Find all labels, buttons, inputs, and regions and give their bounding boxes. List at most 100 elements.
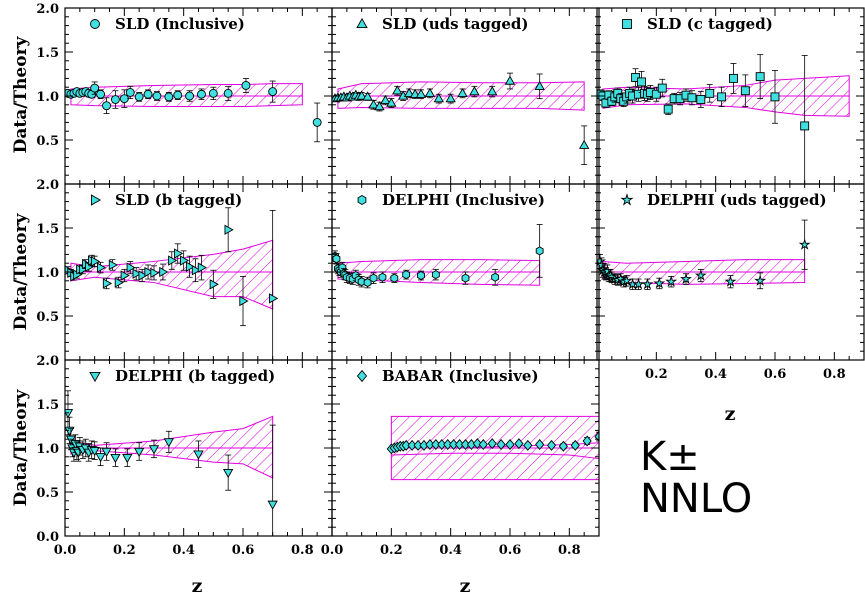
data-point xyxy=(401,439,411,451)
panel-title: SLD (Inclusive) xyxy=(115,15,245,33)
data-point xyxy=(110,95,120,104)
data-point xyxy=(185,261,196,272)
data-point xyxy=(449,438,459,450)
data-point xyxy=(457,87,468,98)
data-point xyxy=(191,265,202,276)
x-tick-label: 0.0 xyxy=(321,543,344,558)
data-point xyxy=(208,88,218,98)
legend-marker xyxy=(90,194,102,206)
data-point xyxy=(386,97,397,107)
data-point xyxy=(168,255,178,266)
x-tick-label: 0.8 xyxy=(823,367,846,382)
data-point xyxy=(144,266,154,278)
data-point xyxy=(558,440,568,452)
y-tick-label: 2.0 xyxy=(36,178,59,193)
panel-title: BABAR (Inclusive) xyxy=(382,367,539,385)
data-point xyxy=(403,87,415,98)
y-axis-label-row-2: Data/Theory xyxy=(11,212,31,330)
data-point xyxy=(433,93,444,103)
data-point xyxy=(368,99,379,109)
theory-band xyxy=(70,415,274,479)
data-point xyxy=(120,270,130,281)
y-axis-label-row-1: Data/Theory xyxy=(11,35,31,153)
data-point xyxy=(546,439,557,451)
data-point xyxy=(680,272,692,285)
data-point xyxy=(369,273,378,283)
data-point xyxy=(390,273,399,283)
legend-marker xyxy=(620,193,634,206)
data-point xyxy=(89,446,100,457)
y-tick-label: 1.5 xyxy=(36,398,59,413)
legend-marker xyxy=(90,19,100,29)
data-point xyxy=(197,262,207,273)
data-point xyxy=(514,438,524,450)
data-point xyxy=(535,246,544,256)
data-point xyxy=(269,293,279,304)
data-point xyxy=(535,438,545,450)
data-point xyxy=(657,83,667,93)
data-point xyxy=(159,266,169,278)
data-points xyxy=(386,431,599,455)
data-point xyxy=(164,92,174,102)
x-axis-label-col-3: z xyxy=(725,403,736,425)
data-point xyxy=(65,435,77,445)
data-point xyxy=(487,86,498,96)
data-points xyxy=(332,224,544,289)
x-tick-label: 0.4 xyxy=(172,543,195,558)
x-tick-label: 0.6 xyxy=(232,543,255,558)
data-point xyxy=(101,447,112,458)
y-tick-label: 1.5 xyxy=(36,222,59,237)
x-tick-label: 0.2 xyxy=(113,543,136,558)
data-point xyxy=(174,248,184,259)
data-point xyxy=(134,92,144,102)
x-axis-label-col-2: z xyxy=(460,575,471,597)
data-point xyxy=(582,435,592,447)
data-point xyxy=(460,438,471,450)
data-point xyxy=(143,89,153,99)
data-point xyxy=(312,117,322,127)
data-point xyxy=(374,101,385,111)
panel-title: SLD (uds tagged) xyxy=(382,15,529,33)
order-label: NNLO xyxy=(640,476,752,522)
data-point xyxy=(122,454,133,464)
data-point xyxy=(798,238,811,250)
data-point xyxy=(91,256,101,267)
data-point xyxy=(380,94,391,105)
data-point xyxy=(102,101,111,111)
x-tick-label: 0.4 xyxy=(439,543,462,558)
data-point xyxy=(132,268,142,279)
legend-marker xyxy=(357,194,367,206)
x-tick-label: 0.2 xyxy=(645,367,668,382)
data-point xyxy=(65,409,74,419)
data-points xyxy=(65,78,322,143)
data-point xyxy=(687,93,697,103)
data-point xyxy=(505,438,515,450)
y-tick-label: 1.0 xyxy=(36,442,59,457)
data-point xyxy=(696,95,706,104)
data-points xyxy=(597,219,811,291)
data-point xyxy=(637,77,646,87)
data-point xyxy=(209,279,219,290)
legend-marker xyxy=(356,369,368,383)
panel-7: DELPHI (b tagged) xyxy=(64,359,333,537)
x-tick-label: 0.8 xyxy=(291,543,314,558)
data-point xyxy=(180,255,190,266)
data-point xyxy=(332,254,341,264)
data-point xyxy=(133,447,145,458)
data-point xyxy=(454,438,465,450)
data-point xyxy=(415,88,427,98)
y-tick-label: 0.5 xyxy=(36,310,59,325)
y-tick-label: 2.0 xyxy=(36,2,59,17)
data-point xyxy=(641,278,654,290)
data-point xyxy=(96,262,107,273)
y-axis-label-row-3: Data/Theory xyxy=(11,388,31,506)
panel-title: DELPHI (Inclusive) xyxy=(382,191,545,209)
data-point xyxy=(729,73,738,83)
data-point xyxy=(173,90,183,100)
data-point xyxy=(740,86,750,96)
data-point xyxy=(148,445,160,455)
data-point xyxy=(95,453,106,463)
x-tick-label: 0.6 xyxy=(499,543,522,558)
data-point xyxy=(224,224,234,235)
data-point xyxy=(356,90,367,100)
